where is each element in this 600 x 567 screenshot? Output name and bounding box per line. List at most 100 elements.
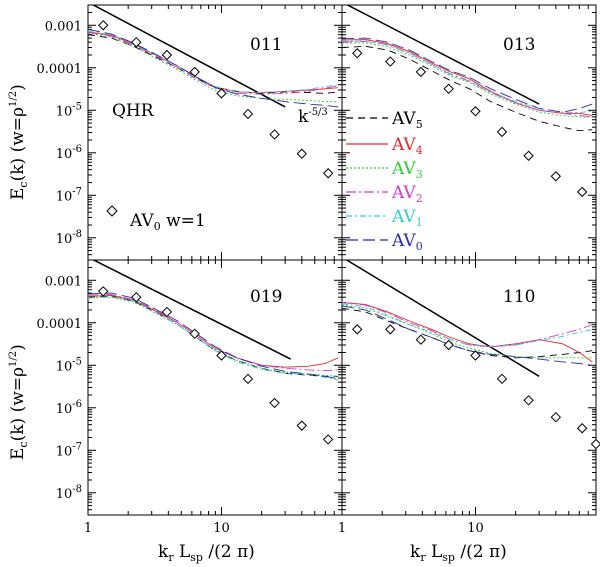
x-tick-label: 10 — [213, 521, 230, 536]
diamond-marker — [415, 66, 427, 78]
series-line-av2-110 — [342, 302, 593, 348]
diamond-marker — [576, 423, 588, 434]
y-tick-label-base: 10 — [56, 147, 73, 162]
y-tick-label-exp: -8 — [72, 484, 82, 495]
y-tick-label: 0.0001 — [37, 317, 83, 332]
y-tick-label-exp: -6 — [72, 144, 82, 155]
diamond-marker — [470, 350, 481, 361]
slope-line-011 — [91, 5, 286, 108]
diamond-marker — [385, 56, 396, 67]
slope-line-019 — [91, 260, 292, 360]
y-tick-label: 0.0001 — [37, 62, 83, 77]
diamond-marker — [322, 168, 334, 179]
y-tick-label: 10-6 — [56, 144, 82, 162]
series-line-av0-013 — [342, 37, 593, 113]
y-axis-label-top: Ec(k) (w=ρ1/2) — [8, 84, 30, 200]
series-line-av1-011 — [88, 30, 339, 94]
y-tick-label: 10-5 — [56, 101, 82, 119]
x-axis-label-left: kr Lsp /(2 π) — [158, 542, 255, 564]
diamond-marker — [98, 286, 109, 297]
legend-label-av4: AV4 — [391, 135, 423, 157]
y-tick-label: 10-8 — [56, 229, 82, 247]
y-tick-label-base: 10 — [56, 189, 73, 204]
diamond-marker — [189, 66, 200, 78]
diamond-marker — [590, 438, 600, 450]
y-tick-label-base: 0.0001 — [37, 317, 83, 332]
diamond-marker — [242, 108, 254, 120]
diamond-marker — [296, 420, 308, 431]
diamond-legend-label: AV0 w=1 — [129, 211, 206, 233]
qhr-annotation: QHR — [112, 101, 155, 121]
diamond-marker — [576, 186, 588, 198]
diamond-marker — [523, 395, 534, 406]
diamond-marker — [352, 324, 363, 335]
diamond-marker — [322, 434, 334, 445]
y-tick-label: 0.001 — [45, 274, 82, 289]
x-axis-label-right: kr Lsp /(2 π) — [410, 542, 507, 564]
y-tick-label-base: 10 — [56, 444, 73, 459]
diamond-marker — [550, 171, 562, 182]
x-tick-label: 1 — [84, 521, 92, 536]
y-tick-label-base: 10 — [56, 232, 73, 247]
y-axis-label-bottom: Ec(k) (w=ρ1/2) — [8, 344, 30, 460]
y-tick-label-exp: -8 — [72, 229, 82, 240]
slope-line-110 — [345, 260, 540, 377]
series-line-av1-019 — [88, 296, 339, 381]
panel-label-019: 019 — [250, 287, 282, 307]
diamond-marker — [443, 83, 454, 95]
diamond-marker — [523, 150, 534, 161]
y-tick-label-exp: -7 — [72, 186, 82, 197]
series-line-av3-011 — [88, 32, 339, 103]
diamond-marker — [216, 350, 227, 361]
series-line-av3-110 — [342, 304, 593, 359]
diamond-marker — [470, 106, 481, 117]
series-line-av2-019 — [88, 294, 339, 372]
series-line-av2-011 — [88, 31, 339, 95]
diamond-marker — [496, 126, 508, 138]
diamond-marker — [550, 411, 562, 423]
panel-label-110: 110 — [503, 287, 535, 307]
diamond-marker — [98, 20, 109, 31]
legend: AV5 AV4 AV3 AV2 AV1 AV0 — [346, 109, 423, 253]
diamond-marker — [296, 148, 308, 159]
series-line-av4-110 — [342, 302, 593, 363]
diamond-marker — [216, 88, 227, 99]
y-tick-label: 10-5 — [56, 356, 82, 374]
y-tick-label-exp: -5 — [72, 356, 82, 367]
y-tick-label: 0.001 — [45, 19, 82, 34]
diamond-marker — [496, 373, 508, 385]
y-tick-label: 10-7 — [56, 186, 82, 204]
x-tick-label: 1 — [338, 521, 346, 536]
y-tick-label-base: 10 — [56, 359, 73, 374]
diamond-marker — [443, 339, 454, 351]
series-line-av5-013 — [342, 45, 593, 132]
series-line-av4-011 — [88, 31, 339, 94]
legend-label-av5: AV5 — [391, 109, 423, 131]
panel-label-011: 011 — [250, 35, 282, 55]
diamond-marker — [269, 397, 280, 409]
diamond-marker — [415, 334, 427, 345]
plot-layer: 0.0010.000110-510-610-710-80.0010.000110… — [37, 4, 600, 536]
series-line-av5-011 — [88, 34, 339, 94]
y-tick-label-exp: -7 — [72, 441, 82, 452]
slope-line-013 — [345, 5, 540, 105]
panel-frame-110 — [341, 259, 597, 516]
series-line-av1-013 — [342, 40, 593, 114]
series-line-av1-110 — [342, 303, 593, 347]
series-line-av4-013 — [342, 39, 593, 117]
series-line-av5-110 — [342, 307, 593, 359]
diamond-marker — [161, 49, 173, 61]
diamond-marker — [161, 306, 173, 318]
legend-label-av0: AV0 — [391, 231, 423, 253]
y-tick-label: 10-7 — [56, 441, 82, 459]
y-tick-label-base: 0.0001 — [37, 62, 83, 77]
y-tick-label-base: 10 — [56, 402, 73, 417]
legend-label-av1: AV1 — [391, 207, 423, 229]
series-line-av2-013 — [342, 40, 593, 118]
y-tick-label-base: 0.001 — [45, 19, 82, 34]
diamond-marker — [385, 324, 396, 335]
slope-annotation: k-5/3 — [298, 107, 328, 127]
y-tick-label-exp: -5 — [72, 101, 82, 112]
series-line-av5-019 — [88, 295, 339, 377]
